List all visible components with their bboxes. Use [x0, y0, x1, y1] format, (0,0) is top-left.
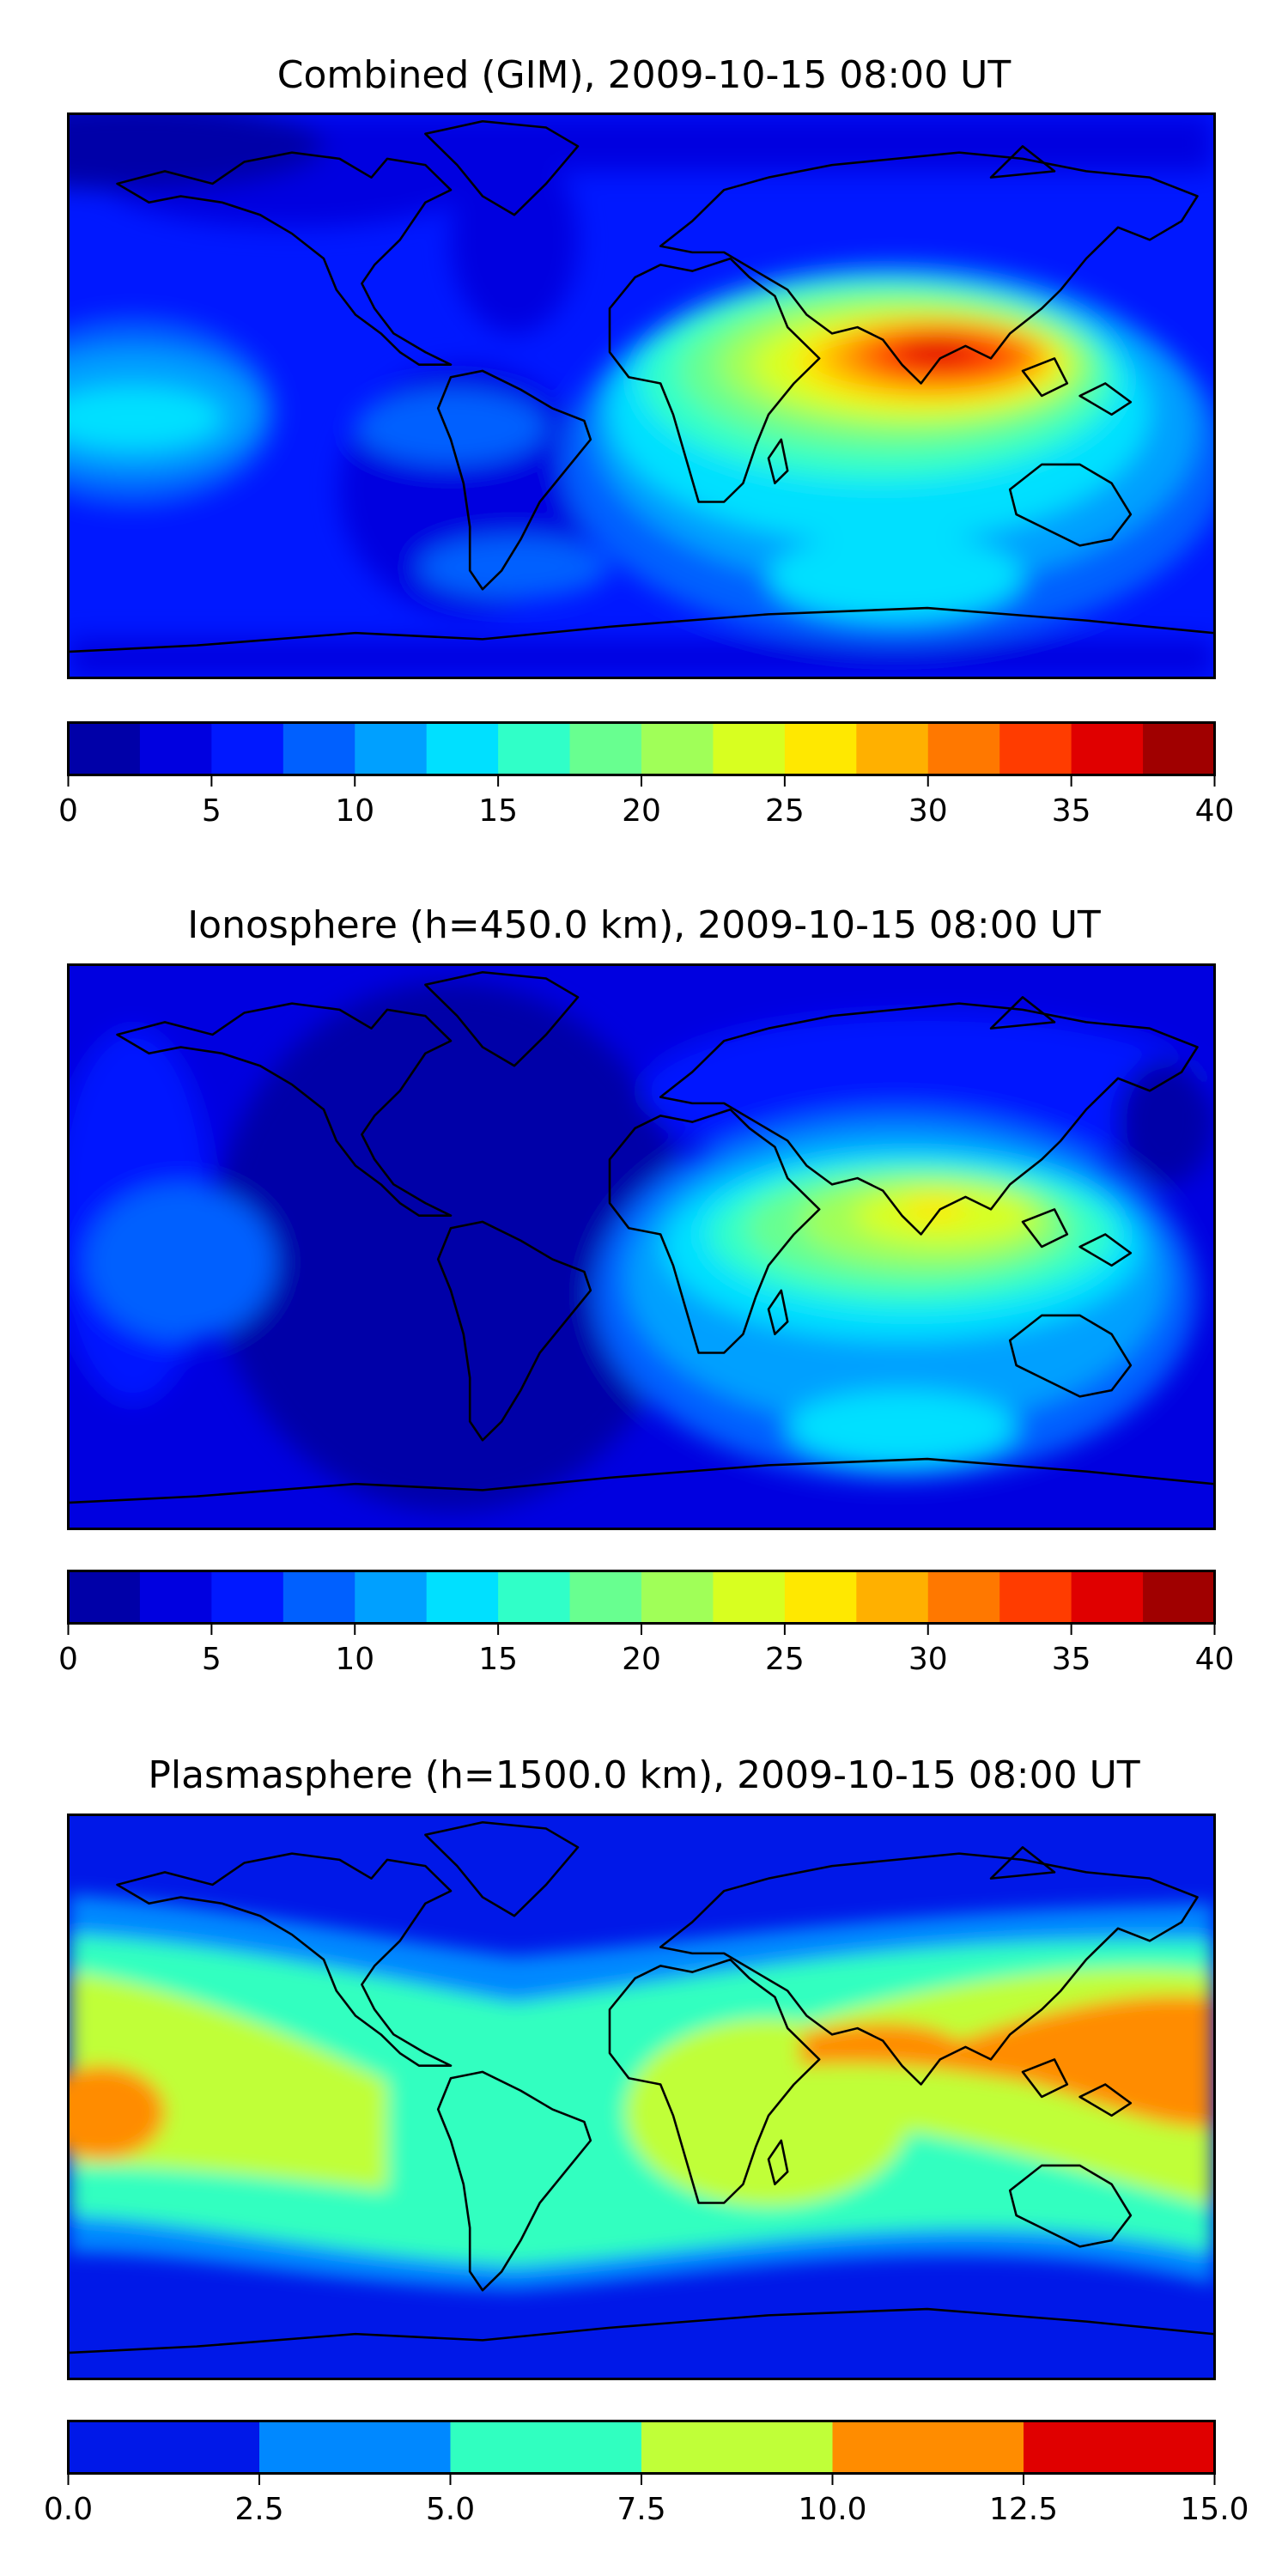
colorbar-segment	[856, 1571, 929, 1624]
colorbar-segment	[68, 722, 141, 775]
colorbar-tick-label: 2.5	[234, 2492, 283, 2527]
colorbar-segment	[426, 722, 499, 775]
map-svg	[70, 1816, 1213, 2378]
colorbar-segment	[999, 1571, 1072, 1624]
colorbar-segment	[641, 2421, 833, 2474]
colorbar-tick-label: 10.0	[798, 2492, 866, 2527]
colorbar-segment	[1071, 1571, 1144, 1624]
colorbar-segment	[713, 722, 786, 775]
colorbar-segment	[68, 2421, 260, 2474]
colorbar-tick-label: 10	[335, 1642, 374, 1677]
colorbar-segment	[211, 1571, 284, 1624]
panel-title: Combined (GIM), 2009-10-15 08:00 UT	[276, 53, 1012, 97]
map-svg	[70, 966, 1213, 1528]
colorbar-segment	[569, 1571, 642, 1624]
tec-map	[67, 963, 1216, 1530]
colorbar-tick-label: 25	[765, 793, 805, 829]
colorbar: 0.0 2.5 5.0 7.5 10.0 12.5 15.0	[44, 2420, 1249, 2527]
colorbar-segment	[713, 1571, 786, 1624]
colorbar-frame	[67, 2420, 1216, 2475]
colorbar-segment	[927, 722, 1000, 775]
colorbar-segment	[569, 722, 642, 775]
colorbar-tick-label: 10	[335, 793, 374, 829]
coastlines	[70, 970, 1213, 1504]
colorbar-tick-label: 0	[58, 793, 78, 829]
colorbar-segment	[856, 722, 929, 775]
colorbar-tick-label: 15	[478, 793, 518, 829]
coastlines	[70, 119, 1213, 653]
colorbar-segment	[1024, 2421, 1215, 2474]
colorbar-tick-label: 35	[1052, 1642, 1091, 1677]
colorbar-svg: 0 5 10 15 20 25 30 35 40	[58, 721, 1234, 829]
colorbar-segment	[355, 722, 428, 775]
tec-map	[67, 1814, 1216, 2380]
panel-title: Plasmasphere (h=1500.0 km), 2009-10-15 0…	[148, 1753, 1140, 1797]
value-field	[70, 1893, 1213, 2291]
colorbar-segment	[927, 1571, 1000, 1624]
colorbar-segment	[211, 722, 284, 775]
colorbar-segment	[999, 722, 1072, 775]
colorbar-segment	[139, 722, 212, 775]
colorbar-segment	[1143, 1571, 1215, 1624]
colorbar: 0 5 10 15 20 25 30 35 40	[58, 1570, 1234, 1677]
coastlines	[70, 1820, 1213, 2354]
colorbar-tick-label: 5	[202, 1642, 222, 1677]
colorbar-segment	[1143, 722, 1215, 775]
tec-map	[67, 112, 1216, 679]
panel-title: Ionosphere (h=450.0 km), 2009-10-15 08:0…	[187, 903, 1101, 947]
colorbar-segment	[355, 1571, 428, 1624]
colorbar-tick-label: 30	[908, 1642, 948, 1677]
colorbar-segment	[641, 1571, 714, 1624]
colorbar-tick-label: 15	[478, 1642, 518, 1677]
colorbar-frame	[67, 721, 1216, 776]
colorbar-tick-label: 20	[622, 1642, 661, 1677]
colorbar-segment	[283, 722, 355, 775]
colorbar-tick-label: 0	[58, 1642, 78, 1677]
colorbar-tick-label: 7.5	[617, 2492, 665, 2527]
colorbar-tick-label: 5	[202, 793, 222, 829]
colorbar-segment	[498, 722, 571, 775]
colorbar-frame	[67, 1570, 1216, 1625]
colorbar-tick-label: 5.0	[426, 2492, 475, 2527]
colorbar-tick-label: 0.0	[44, 2492, 93, 2527]
colorbar-segment	[283, 1571, 355, 1624]
value-field	[70, 115, 1213, 677]
colorbar-segment	[641, 722, 714, 775]
colorbar-segment	[832, 2421, 1024, 2474]
colorbar-svg: 0.0 2.5 5.0 7.5 10.0 12.5 15.0	[44, 2420, 1249, 2527]
colorbar-segment	[498, 1571, 571, 1624]
colorbar-segment	[1071, 722, 1144, 775]
colorbar-tick-label: 15.0	[1180, 2492, 1249, 2527]
colorbar-tick-label: 12.5	[989, 2492, 1058, 2527]
colorbar: 0 5 10 15 20 25 30 35 40	[58, 721, 1234, 829]
colorbar-tick-label: 20	[622, 793, 661, 829]
colorbar-segment	[450, 2421, 642, 2474]
colorbar-tick-label: 40	[1195, 793, 1235, 829]
map-svg	[70, 115, 1213, 677]
colorbar-segment	[426, 1571, 499, 1624]
colorbar-segment	[139, 1571, 212, 1624]
colorbar-segment	[68, 1571, 141, 1624]
colorbar-svg: 0 5 10 15 20 25 30 35 40	[58, 1570, 1234, 1677]
colorbar-segment	[259, 2421, 451, 2474]
colorbar-tick-label: 40	[1195, 1642, 1235, 1677]
colorbar-tick-label: 35	[1052, 793, 1091, 829]
colorbar-tick-label: 25	[765, 1642, 805, 1677]
colorbar-tick-label: 30	[908, 793, 948, 829]
colorbar-segment	[784, 722, 857, 775]
colorbar-segment	[784, 1571, 857, 1624]
value-field	[70, 981, 1213, 1512]
